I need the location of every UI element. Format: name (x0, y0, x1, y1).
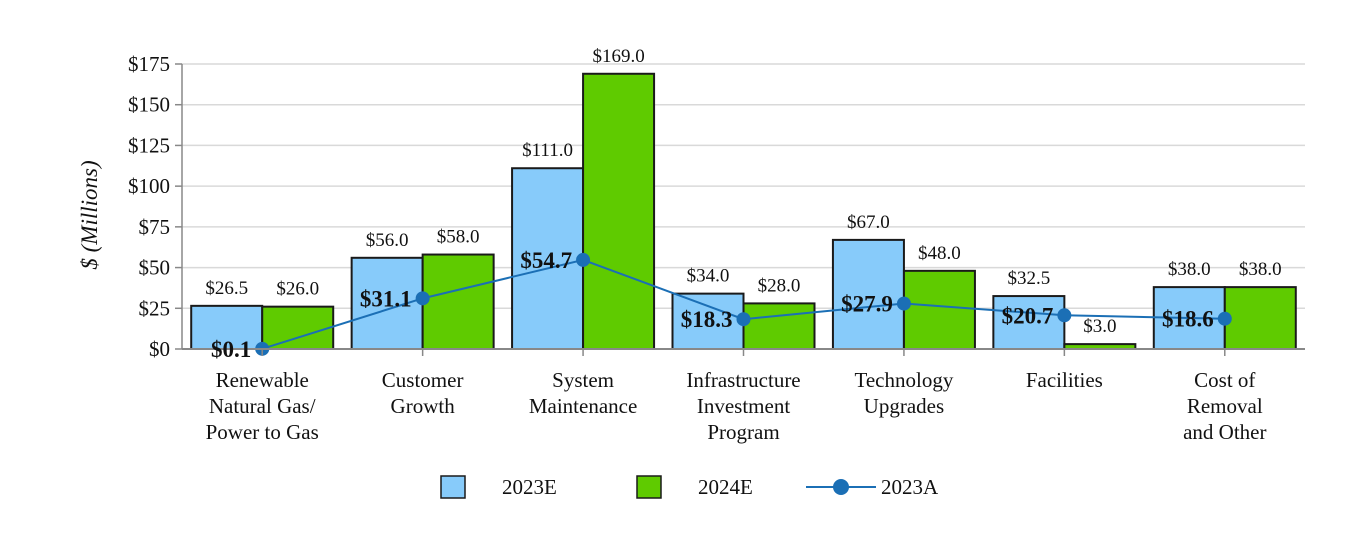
line-label-2023A-6: $18.6 (1162, 307, 1214, 332)
line-point-2023A-5 (1057, 308, 1072, 323)
x-category-label-line: Growth (391, 394, 456, 418)
legend-label-2023E: 2023E (502, 475, 557, 499)
legend-label-2023A: 2023A (881, 475, 939, 499)
line-label-2023A-3: $18.3 (681, 307, 733, 332)
x-category-label-line: Investment (697, 394, 790, 418)
bar-label-2023E-0: $26.5 (205, 278, 248, 299)
legend-swatch-2023E (440, 475, 466, 499)
x-category-label-line: Maintenance (529, 394, 637, 418)
line-label-2023A-4: $27.9 (841, 292, 893, 317)
bar-2024E-0 (261, 305, 335, 350)
bar-2024E-2 (582, 72, 656, 351)
y-tick-label: $0 (149, 337, 170, 361)
bar-label-2023E-6: $38.0 (1168, 259, 1211, 280)
bar-label-2023E-2: $111.0 (522, 140, 573, 161)
x-axis: Renewable Natural Gas/Power to Gas Custome… (182, 348, 1305, 444)
bar-2024E-3 (742, 302, 816, 350)
x-category-label-line: Customer (382, 368, 464, 392)
y-tick-label: $175 (128, 52, 170, 76)
bar-2024E-4 (902, 269, 976, 351)
x-category-label-line: Removal (1187, 394, 1263, 418)
bar-label-2023E-4: $67.0 (847, 212, 890, 233)
x-category-label-line: Cost of (1194, 368, 1255, 392)
line-point-2023A-3 (736, 312, 751, 327)
bar-label-2024E-1: $58.0 (437, 227, 480, 248)
y-tick-label: $50 (139, 256, 171, 280)
y-tick-label: $125 (128, 133, 170, 157)
line-label-2023A-2: $54.7 (520, 248, 572, 273)
x-category-label-line: Power to Gas (206, 420, 319, 444)
bar-label-2024E-5: $3.0 (1083, 316, 1116, 337)
bar-label-2024E-6: $38.0 (1239, 259, 1282, 280)
x-category-label: System Maintenance (529, 368, 637, 418)
x-category-label-line: Upgrades (864, 394, 944, 418)
line-series (255, 252, 1232, 356)
legend-label-2024E: 2024E (698, 475, 753, 499)
y-axis-title: $ (Millions) (77, 160, 102, 269)
x-category-label-line: System (552, 368, 614, 392)
x-category-label-line: Renewable (216, 368, 309, 392)
bar-2024E-6 (1223, 286, 1297, 351)
bar-2023E-4 (831, 238, 905, 350)
x-category-label-line: Infrastructure (686, 368, 800, 392)
line-point-2023A-1 (415, 291, 430, 306)
line-label-2023A-1: $31.1 (360, 286, 412, 311)
data-labels: $26.5 $56.0 $111.0 $34.0 $67.0 $32.5 $38.0 $26.… (205, 46, 1281, 362)
x-category-label: Cost of Removal and Other (1183, 368, 1266, 444)
y-tick-label: $150 (128, 93, 170, 117)
x-category-label-line: Program (707, 420, 779, 444)
line-point-2023A-4 (896, 296, 911, 311)
x-category-label-line: Natural Gas/ (209, 394, 316, 418)
line-point-2023A-6 (1217, 311, 1232, 326)
line-label-2023A-5: $20.7 (1002, 303, 1054, 328)
bar-label-2023E-5: $32.5 (1007, 268, 1050, 289)
x-category-label-line: and Other (1183, 420, 1266, 444)
bar-2024E-1 (421, 253, 495, 351)
line-label-2023A-0: $0.1 (211, 337, 251, 362)
legend-marker-2023A (833, 479, 849, 495)
grid-lines (182, 63, 1305, 310)
x-category-label-line: Technology (855, 368, 954, 392)
legend: 2023E 2024E 2023A (440, 475, 939, 499)
x-category-label: Technology Upgrades (855, 368, 954, 418)
legend-swatch-2024E (636, 475, 662, 499)
line-point-2023A-2 (576, 252, 591, 267)
y-tick-label: $75 (139, 215, 171, 239)
bar-label-2023E-3: $34.0 (687, 266, 730, 287)
x-category-label: Facilities (1026, 368, 1103, 392)
y-tick-label: $100 (128, 174, 170, 198)
bar-2023E-5 (992, 295, 1066, 351)
bar-label-2024E-3: $28.0 (758, 275, 801, 296)
x-category-label-line: Facilities (1026, 368, 1103, 392)
bar-label-2024E-4: $48.0 (918, 243, 961, 264)
x-category-label: Infrastructure Investment Program (686, 368, 800, 444)
bar-series (190, 72, 1297, 351)
bar-label-2023E-1: $56.0 (366, 230, 409, 251)
bar-label-2024E-0: $26.0 (276, 279, 319, 300)
y-tick-label: $25 (139, 296, 171, 320)
bar-label-2024E-2: $169.0 (592, 46, 644, 67)
y-axis: $0 $25 $50 $75 $100 $125 $150 $175 (128, 52, 183, 361)
x-category-label: Renewable Natural Gas/Power to Gas (206, 368, 319, 444)
x-category-label: Customer Growth (382, 368, 464, 418)
